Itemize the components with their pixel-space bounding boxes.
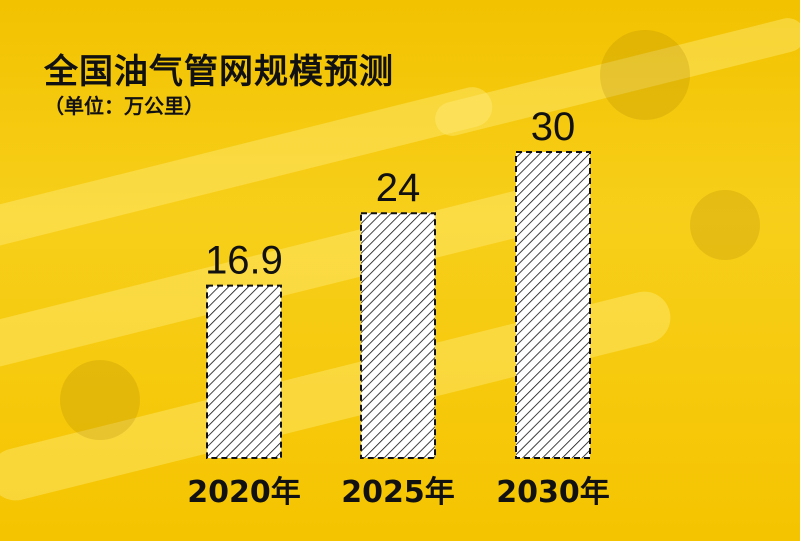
- background-valve: [690, 190, 760, 260]
- bar-1: [360, 212, 436, 459]
- category-label-0: 2020年: [187, 475, 301, 510]
- background-valve: [600, 30, 690, 120]
- data-label-2: 30: [531, 105, 576, 149]
- chart-title: 全国油气管网规模预测: [44, 52, 394, 92]
- category-label-1: 2025年: [341, 475, 455, 510]
- data-label-1: 24: [376, 166, 421, 210]
- data-label-0: 16.9: [205, 239, 283, 283]
- chart-subtitle: （单位：万公里）: [44, 94, 204, 118]
- category-label-2: 2030年: [496, 475, 610, 510]
- background-valve: [60, 360, 140, 440]
- bar-2: [515, 151, 591, 459]
- bar-0: [206, 284, 282, 459]
